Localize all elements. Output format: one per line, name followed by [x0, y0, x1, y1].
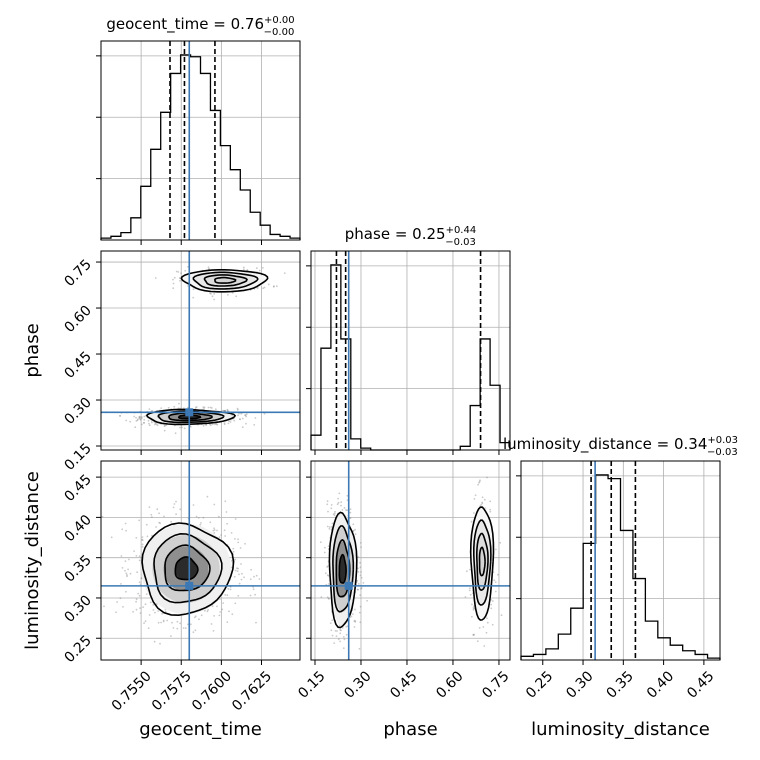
- contour-line: [472, 519, 492, 606]
- y-tick-label: 0.60: [61, 303, 94, 336]
- y-tick-label: 0.25: [61, 633, 94, 666]
- grid-lines: [101, 251, 300, 450]
- y-tick-label: 0.15: [61, 441, 94, 474]
- x-tick-label: 0.7550: [109, 668, 155, 714]
- contour-line: [478, 546, 486, 577]
- truth-marker: [344, 581, 353, 590]
- contour-line: [141, 522, 235, 617]
- panel-content-geocent_time-luminosity_distance: [101, 461, 300, 660]
- x-tick-label: 0.35: [604, 668, 637, 701]
- panel-content-geocent_time-phase: [101, 251, 300, 450]
- histogram-panel-luminosity_distance: [520, 460, 721, 661]
- contour-line: [469, 506, 495, 621]
- scatter-points: [105, 265, 286, 435]
- y-axis-label-phase: phase: [22, 323, 43, 377]
- x-tick-label: 0.60: [433, 668, 466, 701]
- scatter-panel-phase-vs-luminosity_distance: [310, 460, 511, 661]
- y-tick-label: 0.45: [61, 349, 94, 382]
- x-tick-label: 0.30: [341, 668, 374, 701]
- x-tick-label: 0.75: [479, 668, 512, 701]
- y-axis-label-luminosity_distance: luminosity_distance: [22, 471, 43, 650]
- contour-line: [164, 544, 211, 592]
- contour-line: [180, 268, 269, 293]
- x-tick-label: 0.30: [563, 668, 596, 701]
- title-minus: −0.00: [264, 27, 295, 38]
- title-plus: +0.44: [446, 225, 477, 236]
- x-tick-label: 0.7600: [189, 668, 235, 714]
- density-fill: [479, 547, 485, 576]
- grid-lines: [311, 251, 510, 450]
- x-tick-label: 0.15: [295, 668, 328, 701]
- contour-line: [145, 408, 237, 426]
- x-tick-label: 0.25: [523, 668, 556, 701]
- x-tick-label: 0.7575: [149, 668, 195, 714]
- scatter-panel-geocent_time-vs-phase: [100, 250, 301, 451]
- title-geocent_time: geocent_time = 0.76+0.00 −0.00: [106, 15, 294, 38]
- panel-content-phase-luminosity_distance: [311, 461, 510, 660]
- title-plus: +0.03: [707, 435, 738, 446]
- x-axis-label-phase: phase: [383, 719, 437, 740]
- y-tick-label: 0.30: [61, 395, 94, 428]
- scatter-panel-geocent_time-vs-luminosity_distance: [100, 460, 301, 661]
- y-tick-label: 0.35: [61, 552, 94, 585]
- y-tick-label: 0.45: [61, 472, 94, 505]
- title-main: luminosity_distance = 0.34: [503, 435, 707, 454]
- x-tick-label: 0.45: [684, 668, 717, 701]
- truth-marker: [185, 408, 194, 417]
- y-tick-label: 0.30: [61, 592, 94, 625]
- x-tick-label: 0.7625: [229, 668, 275, 714]
- histogram-panel-geocent_time: [100, 40, 301, 241]
- contour-line: [168, 412, 214, 422]
- density-fill: [174, 557, 198, 581]
- title-main: geocent_time = 0.76: [106, 15, 264, 34]
- x-axis-label-geocent_time: geocent_time: [139, 719, 262, 740]
- contour-line: [214, 276, 237, 284]
- histogram-luminosity_distance: [520, 474, 721, 660]
- title-main: phase = 0.25: [345, 225, 446, 243]
- contour-line: [332, 525, 355, 613]
- title-phase: phase = 0.25+0.44 −0.03: [345, 225, 476, 248]
- title-plus: +0.00: [264, 15, 295, 26]
- title-minus: −0.03: [707, 447, 738, 458]
- contour-line: [192, 271, 259, 290]
- grid-lines: [101, 41, 300, 240]
- contour-line: [153, 532, 223, 604]
- contour-line: [338, 553, 347, 584]
- histogram-panel-phase: [310, 250, 511, 451]
- contour-line: [335, 538, 351, 598]
- contour-line: [203, 274, 248, 287]
- histogram-geocent_time: [100, 54, 301, 240]
- x-tick-label: 0.45: [387, 668, 420, 701]
- y-tick-label: 0.40: [61, 512, 94, 545]
- y-tick-label: 0.75: [61, 257, 94, 290]
- x-axis-label-luminosity_distance: luminosity_distance: [531, 719, 710, 740]
- contour-line: [174, 556, 199, 581]
- density-fill: [339, 555, 346, 584]
- contour-line: [177, 414, 202, 420]
- title-luminosity_distance: luminosity_distance = 0.34+0.03 −0.03: [503, 435, 738, 458]
- x-tick-label: 0.40: [644, 668, 677, 701]
- truth-marker: [185, 581, 194, 590]
- title-minus: −0.03: [445, 237, 476, 248]
